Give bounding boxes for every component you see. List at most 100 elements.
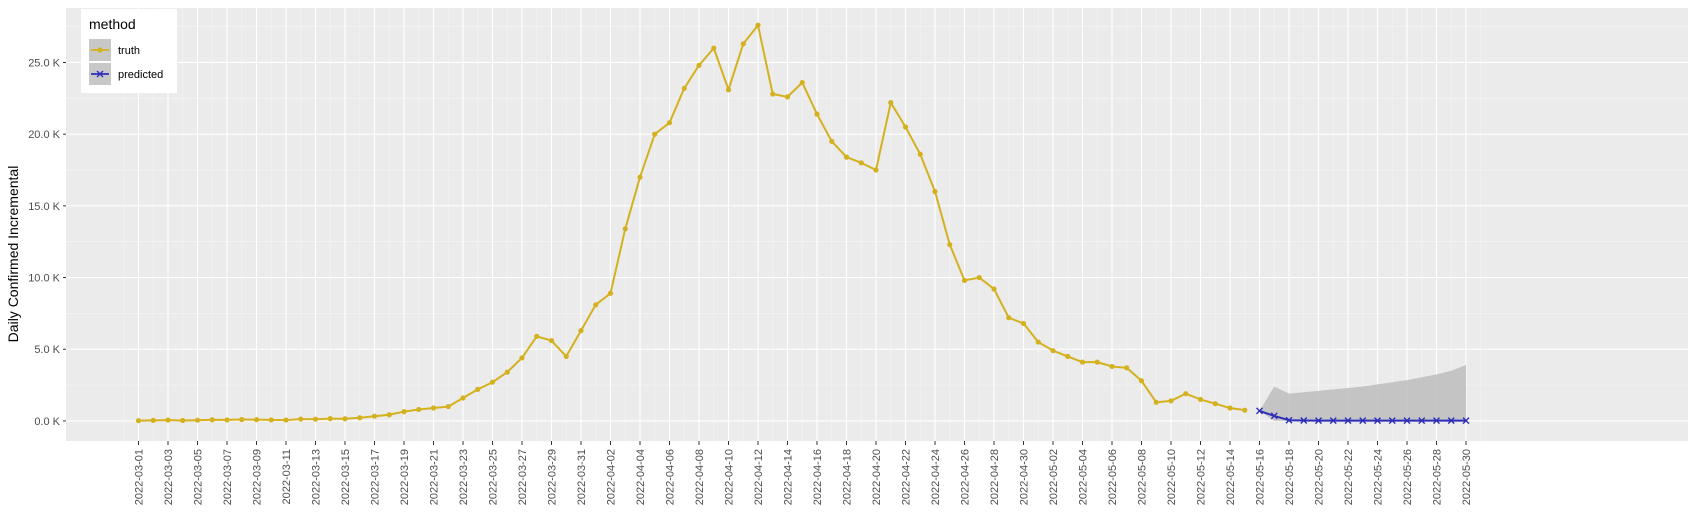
data-point-predicted — [1462, 417, 1470, 425]
data-point-truth — [607, 290, 614, 296]
x-tick-label: 2022-05-24 — [1373, 449, 1385, 505]
x-tick-label: 2022-05-10 — [1166, 449, 1178, 505]
data-point-truth — [711, 45, 717, 51]
data-point-truth — [1050, 348, 1056, 354]
legend-predicted-marker — [96, 70, 104, 78]
data-point-truth — [1183, 391, 1189, 397]
data-point-truth — [1212, 401, 1218, 407]
data-point-truth — [725, 87, 732, 93]
data-point-truth — [858, 160, 864, 166]
legend-label-predicted: predicted — [118, 69, 163, 81]
data-point-truth — [180, 417, 186, 424]
data-point-predicted — [1285, 416, 1293, 424]
x-tick-label: 2022-03-17 — [370, 449, 382, 505]
data-point-truth — [652, 131, 658, 137]
data-point-truth — [873, 167, 879, 173]
x-tick-label: 2022-03-07 — [222, 449, 234, 505]
data-point-truth — [224, 417, 230, 423]
data-point-truth — [504, 369, 510, 375]
x-tick-label: 2022-03-19 — [399, 449, 411, 505]
x-tick-label: 2022-03-13 — [311, 449, 323, 505]
data-point-truth — [740, 41, 746, 47]
x-tick-label: 2022-03-23 — [458, 449, 470, 505]
x-tick-label: 2022-05-14 — [1225, 449, 1237, 505]
x-tick-label: 2022-05-26 — [1402, 449, 1414, 505]
x-tick-label: 2022-03-25 — [488, 449, 500, 505]
data-point-truth — [194, 417, 201, 423]
data-point-truth — [1079, 359, 1086, 365]
data-point-predicted — [1300, 417, 1308, 424]
x-tick-label: 2022-04-20 — [871, 449, 883, 505]
x-tick-label: 2022-05-22 — [1343, 449, 1355, 505]
data-point-truth — [578, 327, 584, 334]
minor-gridlines — [66, 8, 1688, 441]
data-point-truth — [298, 416, 304, 422]
prediction-ribbon-layer — [1259, 365, 1466, 421]
x-tick-label: 2022-05-12 — [1196, 449, 1208, 505]
x-tick-label: 2022-05-02 — [1048, 449, 1060, 505]
data-point-truth — [253, 417, 260, 423]
data-point-truth — [283, 417, 289, 423]
data-point-truth — [1168, 398, 1174, 404]
x-axis-ticks: 2022-03-01 2022-03-03 2022-03-05 2022-03-07… — [134, 449, 1474, 505]
data-point-truth — [135, 418, 142, 424]
data-point-truth — [312, 416, 319, 422]
data-point-predicted — [1433, 417, 1440, 425]
x-tick-label: 2022-05-18 — [1284, 449, 1296, 505]
data-point-truth — [239, 416, 245, 423]
data-point-truth — [401, 409, 407, 415]
x-tick-label: 2022-03-11 — [281, 449, 293, 504]
data-point-truth — [1006, 315, 1012, 321]
y-tick-label: 20.0 K — [28, 129, 60, 141]
data-point-truth — [1035, 339, 1041, 345]
data-point-truth — [1065, 353, 1071, 360]
series-truth — [135, 22, 1248, 424]
data-point-predicted — [1270, 412, 1278, 420]
legend-label-truth: truth — [118, 45, 140, 57]
data-point-predicted — [1344, 417, 1352, 425]
data-point-truth — [947, 241, 953, 248]
data-point-truth — [932, 188, 938, 195]
series-line-truth — [138, 24, 1245, 422]
data-point-truth — [770, 91, 776, 97]
data-point-truth — [1242, 407, 1248, 413]
panel-background — [66, 8, 1688, 441]
data-point-truth — [1153, 399, 1159, 405]
data-point-truth — [593, 302, 599, 308]
x-tick-label: 2022-04-18 — [842, 449, 854, 505]
data-point-truth — [1124, 365, 1130, 371]
x-tick-label: 2022-04-22 — [901, 449, 913, 505]
data-point-predicted — [1403, 417, 1411, 425]
x-tick-label: 2022-04-06 — [665, 449, 677, 505]
data-point-truth — [696, 62, 702, 68]
data-point-predicted — [1329, 417, 1337, 425]
data-point-truth — [1227, 405, 1233, 411]
data-point-truth — [371, 413, 378, 419]
data-point-truth — [519, 355, 525, 361]
x-tick-label: 2022-03-27 — [517, 449, 529, 505]
major-gridlines — [66, 8, 1688, 441]
data-point-truth — [268, 417, 274, 423]
data-point-truth — [430, 405, 437, 411]
x-tick-label: 2022-04-26 — [960, 449, 972, 505]
x-tick-label: 2022-03-15 — [340, 449, 352, 505]
legend-key-truth: truth — [89, 39, 140, 61]
data-point-truth — [799, 79, 805, 86]
data-point-truth — [917, 151, 923, 157]
prediction-ribbon — [1259, 365, 1466, 421]
data-point-truth — [165, 417, 171, 423]
data-point-truth — [445, 403, 451, 410]
y-tick-label: 25.0 K — [28, 57, 60, 69]
data-point-truth — [1094, 359, 1100, 365]
data-point-truth — [342, 416, 348, 422]
x-tick-label: 2022-03-21 — [429, 449, 441, 505]
data-point-truth — [548, 338, 555, 344]
legend: method truth predicted — [81, 9, 177, 93]
data-point-truth — [534, 333, 540, 339]
y-axis-ticks: 0.0 K 5.0 K 10.0 K 15.0 K 20.0 K 25.0 K — [28, 57, 60, 427]
data-point-truth — [755, 22, 761, 28]
y-tick-label: 15.0 K — [28, 201, 60, 213]
data-point-truth — [327, 416, 333, 422]
legend-truth-marker — [97, 47, 103, 53]
